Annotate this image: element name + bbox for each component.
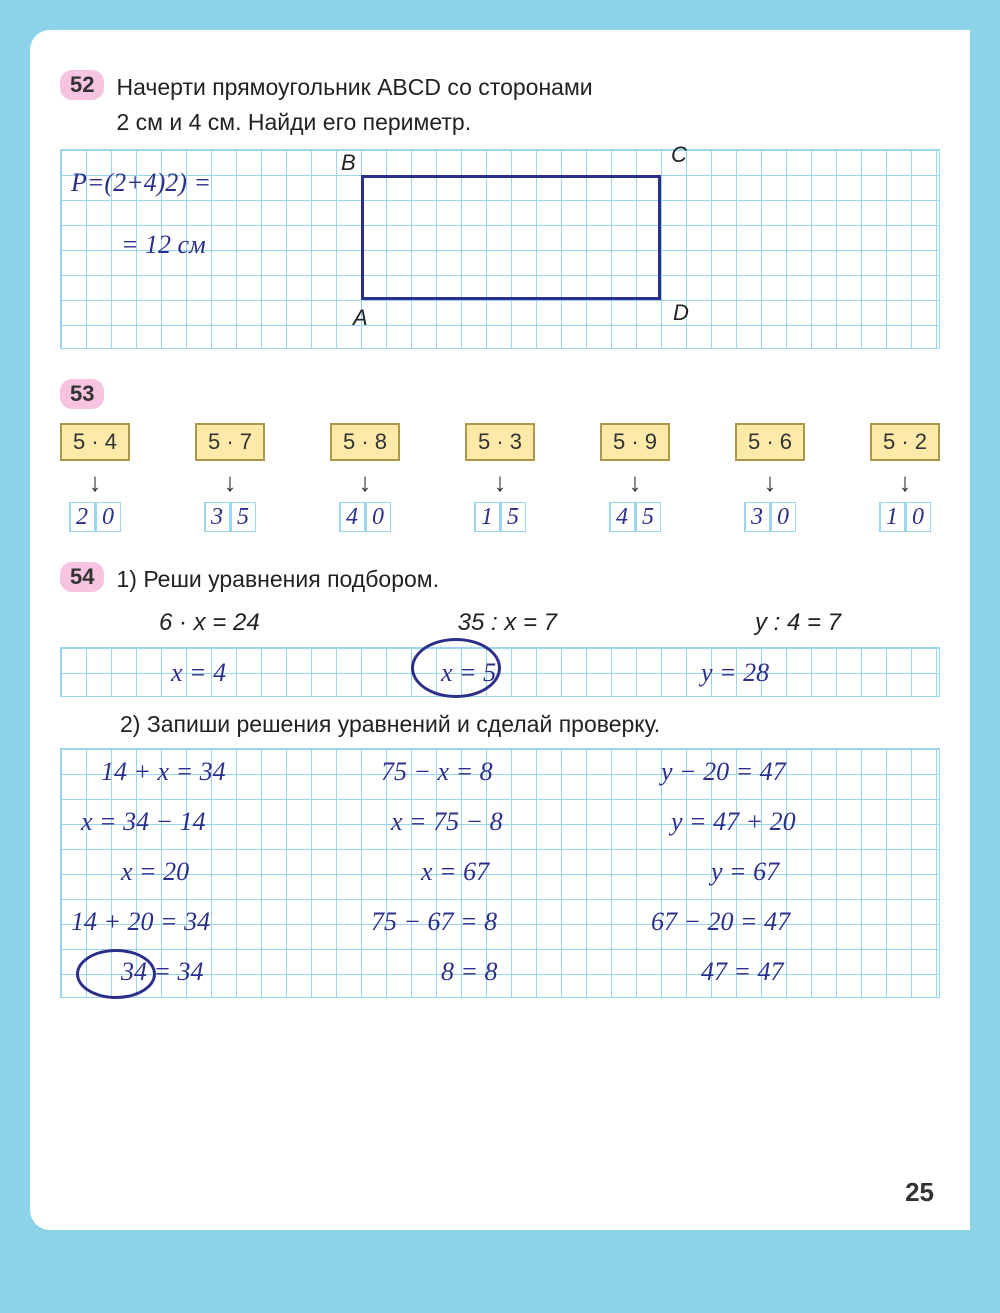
task-52-text-1: Начерти прямоугольник ABCD со сторонами xyxy=(116,70,592,105)
eq: 6 · x = 24 xyxy=(159,609,260,637)
hw: 14 + 20 = 34 xyxy=(71,907,210,937)
eq: 35 : x = 7 xyxy=(458,609,557,637)
task-54-sub2-grid: 14 + x = 34 x = 34 − 14 x = 20 14 + 20 =… xyxy=(60,748,940,998)
mult-col: 5 · 7 ↓ 3 5 xyxy=(195,423,265,532)
workbook-page: 52 Начерти прямоугольник ABCD со сторона… xyxy=(30,30,970,1230)
hw: x = 67 xyxy=(421,857,489,887)
ans-box: 3 0 xyxy=(744,502,796,532)
mult-expr: 5 · 6 xyxy=(735,423,805,461)
task-54-sub1-eqs: 6 · x = 24 35 : x = 7 y : 4 = 7 xyxy=(60,609,940,637)
ans-box: 4 0 xyxy=(339,502,391,532)
hw: x = 34 − 14 xyxy=(81,807,206,837)
circle-mark xyxy=(76,949,156,999)
ans-box: 1 5 xyxy=(474,502,526,532)
hw: 67 − 20 = 47 xyxy=(651,907,790,937)
task-53-row: 5 · 4 ↓ 2 0 5 · 7 ↓ 3 5 5 · 8 ↓ 4 xyxy=(60,423,940,532)
mult-col: 5 · 4 ↓ 2 0 xyxy=(60,423,130,532)
hw: 47 = 47 xyxy=(701,957,784,987)
eq: y : 4 = 7 xyxy=(755,609,841,637)
hw: x = 75 − 8 xyxy=(391,807,503,837)
hw: y − 20 = 47 xyxy=(661,757,786,787)
arrow-down-icon: ↓ xyxy=(224,467,237,498)
mult-col: 5 · 6 ↓ 3 0 xyxy=(735,423,805,532)
mult-col: 5 · 2 ↓ 1 0 xyxy=(870,423,940,532)
task-52-header: 52 Начерти прямоугольник ABCD со сторона… xyxy=(60,70,940,139)
hw: 75 − x = 8 xyxy=(381,757,493,787)
mult-expr: 5 · 8 xyxy=(330,423,400,461)
hw: x = 20 xyxy=(121,857,189,887)
task-54-sub2: 2) Запиши решения уравнений и сделай про… xyxy=(120,711,940,738)
circle-mark xyxy=(411,638,501,698)
mult-expr: 5 · 7 xyxy=(195,423,265,461)
vertex-a: A xyxy=(353,305,368,331)
mult-col: 5 · 9 ↓ 4 5 xyxy=(600,423,670,532)
ans-box: 4 5 xyxy=(609,502,661,532)
task-54-header: 54 1) Реши уравнения подбором. xyxy=(60,562,940,597)
task-53-header: 53 xyxy=(60,379,940,409)
task-number-53: 53 xyxy=(60,379,104,409)
vertex-b: B xyxy=(341,150,356,176)
mult-col: 5 · 8 ↓ 4 0 xyxy=(330,423,400,532)
task-54-sub1-grid: x = 4 x = 5 y = 28 xyxy=(60,647,940,697)
ans-box: 2 0 xyxy=(69,502,121,532)
hw: 75 − 67 = 8 xyxy=(371,907,497,937)
mult-expr: 5 · 3 xyxy=(465,423,535,461)
task-number-52: 52 xyxy=(60,70,104,100)
ans-box: 1 0 xyxy=(879,502,931,532)
arrow-down-icon: ↓ xyxy=(359,467,372,498)
drawn-rectangle xyxy=(361,175,661,300)
task-number-54: 54 xyxy=(60,562,104,592)
arrow-down-icon: ↓ xyxy=(89,467,102,498)
hw-ans: x = 4 xyxy=(171,658,226,688)
hw: y = 47 + 20 xyxy=(671,807,796,837)
task-52-text-2: 2 см и 4 см. Найди его периметр. xyxy=(116,105,592,140)
arrow-down-icon: ↓ xyxy=(764,467,777,498)
task-54-sub1: 1) Реши уравнения подбором. xyxy=(116,562,439,597)
mult-expr: 5 · 4 xyxy=(60,423,130,461)
mult-expr: 5 · 9 xyxy=(600,423,670,461)
vertex-c: C xyxy=(671,142,687,168)
hw-52-line2: = 12 см xyxy=(121,230,206,260)
arrow-down-icon: ↓ xyxy=(494,467,507,498)
hw-52-line1: P=(2+4)2) = xyxy=(71,168,211,198)
hw: 14 + x = 34 xyxy=(101,757,226,787)
vertex-d: D xyxy=(673,300,689,326)
hw: 8 = 8 xyxy=(441,957,498,987)
ans-box: 3 5 xyxy=(204,502,256,532)
hw: y = 67 xyxy=(711,857,779,887)
page-number: 25 xyxy=(905,1177,934,1208)
arrow-down-icon: ↓ xyxy=(899,467,912,498)
arrow-down-icon: ↓ xyxy=(629,467,642,498)
hw-ans: y = 28 xyxy=(701,658,769,688)
task-52-grid: P=(2+4)2) = = 12 см B C A D xyxy=(60,149,940,349)
mult-col: 5 · 3 ↓ 1 5 xyxy=(465,423,535,532)
mult-expr: 5 · 2 xyxy=(870,423,940,461)
